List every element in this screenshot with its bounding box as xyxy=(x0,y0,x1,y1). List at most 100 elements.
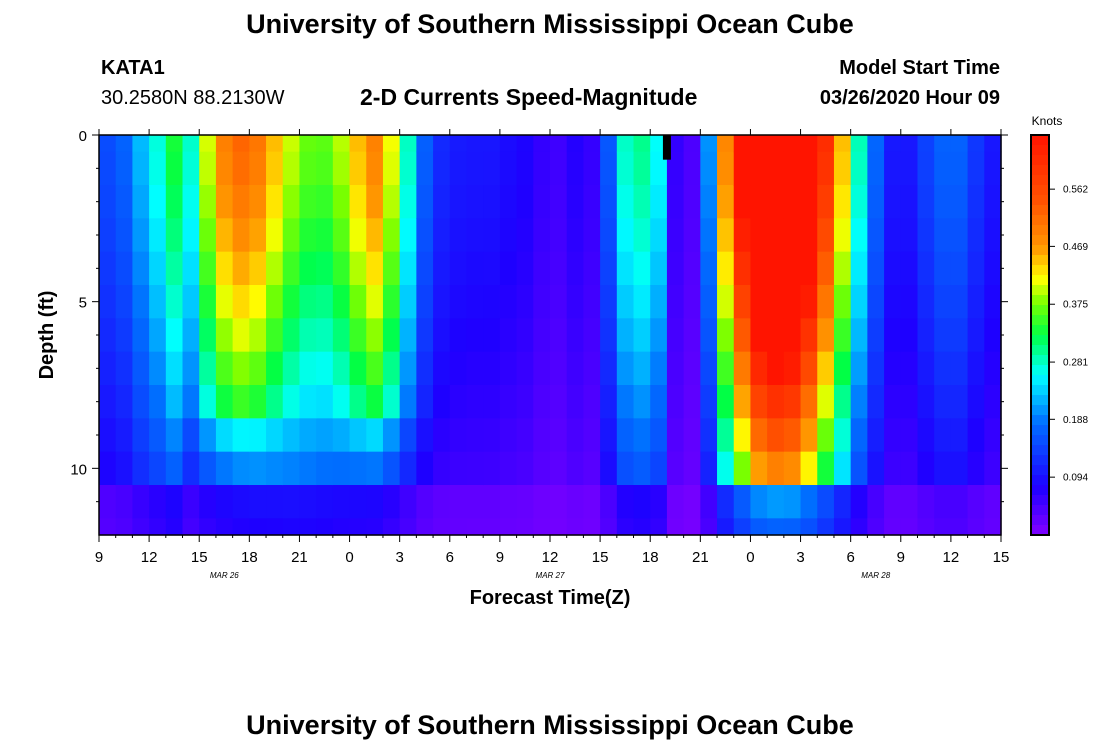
colorbar-segment xyxy=(1031,175,1049,186)
heatmap-cell xyxy=(650,185,668,219)
heatmap-cell xyxy=(115,185,134,219)
colorbar-segment xyxy=(1031,425,1049,436)
heatmap-cell xyxy=(700,218,718,253)
heatmap-cell xyxy=(499,285,518,319)
colorbar-segment xyxy=(1031,235,1049,246)
heatmap-cell xyxy=(750,418,768,453)
heatmap-cell xyxy=(349,318,367,353)
heatmap-cell xyxy=(366,151,384,186)
heatmap-cell xyxy=(132,518,150,536)
x-tick-label: 21 xyxy=(291,549,308,566)
heatmap-cell xyxy=(650,418,668,453)
missing-data-cell xyxy=(662,135,671,160)
heatmap-cell xyxy=(984,518,1002,536)
heatmap-cell xyxy=(633,451,651,486)
heatmap-cell xyxy=(950,451,969,486)
heatmap-cell xyxy=(884,185,902,219)
heatmap-cell xyxy=(833,151,852,186)
heatmap-cell xyxy=(550,351,568,386)
heatmap-cell xyxy=(666,418,685,453)
heatmap-cell xyxy=(316,185,334,219)
heatmap-cell xyxy=(282,185,301,219)
heatmap-cell xyxy=(399,285,417,319)
heatmap-cell xyxy=(199,351,217,386)
heatmap-cell xyxy=(483,185,501,219)
heatmap-cell xyxy=(666,485,685,519)
colorbar-segment xyxy=(1031,345,1049,356)
heatmap-cell xyxy=(282,518,301,536)
heatmap-cell xyxy=(984,351,1002,386)
heatmap-cell xyxy=(433,285,451,319)
heatmap-cell xyxy=(934,185,952,219)
x-tick-label: 18 xyxy=(642,549,659,566)
heatmap-cell xyxy=(249,351,267,386)
heatmap-cell xyxy=(833,185,852,219)
heatmap-cell xyxy=(149,318,167,353)
heatmap-cell xyxy=(800,451,818,486)
heatmap-cell xyxy=(182,485,200,519)
heatmap-cell xyxy=(984,318,1002,353)
heatmap-cell xyxy=(132,218,150,253)
heatmap-cell xyxy=(817,251,835,286)
heatmap-cell xyxy=(416,318,434,353)
heatmap-cell xyxy=(483,218,501,253)
heatmap-cell xyxy=(767,185,785,219)
heatmap-cell xyxy=(115,518,134,536)
heatmap-cell xyxy=(583,185,601,219)
heatmap-cell xyxy=(132,285,150,319)
heatmap-cell xyxy=(633,251,651,286)
heatmap-cell xyxy=(99,251,117,286)
colorbar-segment xyxy=(1031,185,1049,196)
heatmap-cell xyxy=(115,451,134,486)
heatmap-cell xyxy=(767,418,785,453)
heatmap-cell xyxy=(349,385,367,419)
heatmap-cell xyxy=(165,318,184,353)
heatmap-cell xyxy=(884,351,902,386)
colorbar-segment xyxy=(1031,285,1049,296)
heatmap-cell xyxy=(466,351,484,386)
heatmap-cell xyxy=(449,251,468,286)
heatmap-cell xyxy=(917,218,935,253)
heatmap-cell xyxy=(182,518,200,536)
heatmap-cell xyxy=(867,318,885,353)
heatmap-cell xyxy=(215,351,234,386)
heatmap-cell xyxy=(382,385,401,419)
heatmap-cell xyxy=(616,185,635,219)
heatmap-cell xyxy=(433,485,451,519)
heatmap-cell xyxy=(316,451,334,486)
heatmap-cell xyxy=(332,451,351,486)
heatmap-cell xyxy=(984,485,1002,519)
heatmap-cell xyxy=(683,285,701,319)
x-tick-label: 6 xyxy=(846,549,854,566)
heatmap-cell xyxy=(249,135,267,153)
x-tick-label: 0 xyxy=(345,549,353,566)
heatmap-cell xyxy=(750,218,768,253)
colorbar-frame xyxy=(1030,134,1050,536)
heatmap-cell xyxy=(282,385,301,419)
heatmap-cell xyxy=(249,451,267,486)
heatmap-cell xyxy=(516,151,534,186)
heatmap-cell xyxy=(182,385,200,419)
heatmap-cell xyxy=(466,135,484,153)
heatmap-cell xyxy=(633,351,651,386)
heatmap-cell xyxy=(99,518,117,536)
heatmap-cell xyxy=(566,318,585,353)
heatmap-cell xyxy=(967,518,985,536)
heatmap-cell xyxy=(215,418,234,453)
heatmap-cell xyxy=(232,385,250,419)
heatmap-cell xyxy=(99,418,117,453)
heatmap-cell xyxy=(232,251,250,286)
heatmap-cell xyxy=(349,135,367,153)
heatmap-cell xyxy=(767,485,785,519)
heatmap-cell xyxy=(600,151,618,186)
heatmap-cell xyxy=(282,218,301,253)
colorbar-tick-label: 0.469 xyxy=(1063,242,1088,253)
heatmap-cell xyxy=(783,285,802,319)
heatmap-cell xyxy=(132,135,150,153)
heatmap-cell xyxy=(165,251,184,286)
x-axis: 9 12 15 18 21 0 3 6 9 12 15 18 21 0 3 6 9 12 15 xyxy=(95,129,1009,566)
heatmap-cell xyxy=(516,451,534,486)
heatmap-cell xyxy=(533,285,551,319)
colorbar-tick-label: 0.562 xyxy=(1063,185,1088,196)
